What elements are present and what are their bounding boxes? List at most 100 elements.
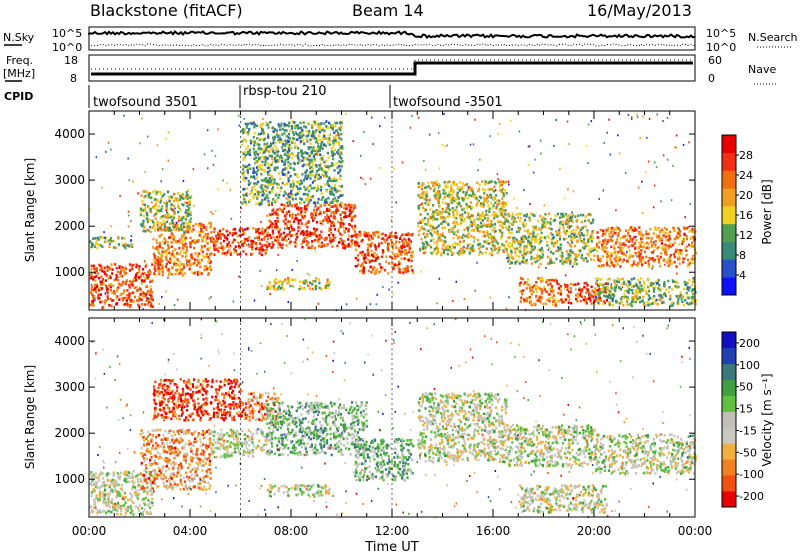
- echo-cell: [302, 237, 305, 241]
- echo-cell: [281, 173, 284, 176]
- echo-cell: [247, 133, 250, 136]
- echo-cell: [678, 230, 682, 233]
- echo-cell: [419, 249, 422, 252]
- echo-cell: [502, 250, 505, 254]
- echo-cell: [667, 239, 670, 242]
- echo-cell: [650, 257, 653, 261]
- echo-cell: [262, 131, 265, 135]
- echo-cell: [153, 272, 156, 275]
- echo-cell: [347, 238, 350, 241]
- echo-cell: [280, 209, 283, 212]
- echo-cell: [357, 244, 361, 248]
- echo-cell: [106, 269, 109, 272]
- echo-cell: [172, 209, 175, 213]
- echo-cell: [267, 126, 270, 129]
- echo-cell: [569, 282, 573, 286]
- echo-cell: [429, 208, 432, 211]
- echo-cell: [337, 196, 340, 199]
- echo-cell: [284, 235, 287, 238]
- echo-cell: [242, 242, 245, 245]
- echo-cell: [534, 225, 537, 229]
- echo-cell: [505, 219, 508, 222]
- echo-cell: [615, 284, 618, 287]
- echo-cell: [551, 233, 554, 237]
- echo-cell: [223, 236, 226, 239]
- echo-cell: [248, 199, 251, 202]
- echo-cell: [354, 224, 357, 228]
- echo-cell: [345, 244, 348, 247]
- echo-cell: [654, 240, 657, 243]
- echo-cell: [330, 232, 333, 235]
- echo-cell: [159, 216, 162, 220]
- echo-cell: [158, 242, 161, 245]
- echo-cell: [277, 138, 280, 142]
- echo-cell: [234, 232, 237, 235]
- echo-cell: [667, 264, 670, 268]
- echo-cell: [583, 246, 586, 250]
- echo-cell: [271, 222, 274, 225]
- echo-cell: [124, 242, 127, 246]
- echo-cell: [425, 195, 428, 198]
- echo-cell: [647, 242, 650, 246]
- echo-cell: [658, 298, 661, 302]
- echo-cell: [573, 259, 577, 263]
- echo-cell: [233, 238, 236, 242]
- echo-cell: [652, 249, 655, 252]
- echo-cell: [645, 292, 648, 295]
- echo-cell: [587, 238, 590, 242]
- echo-cell: [523, 281, 526, 284]
- echo-cell: [211, 236, 214, 239]
- echo-cell: [616, 257, 620, 261]
- echo-cell: [506, 228, 509, 231]
- echo-cell: [660, 246, 663, 250]
- echo-cell: [191, 241, 194, 244]
- echo-cell: [131, 265, 134, 268]
- echo-cell: [339, 128, 342, 132]
- echo-cell: [306, 152, 309, 155]
- echo-cell: [479, 204, 482, 208]
- echo-cell: [320, 198, 323, 202]
- echo-cell: [315, 176, 319, 179]
- echo-cell: [632, 226, 635, 229]
- echo-cell: [283, 152, 286, 156]
- echo-cell: [267, 196, 270, 200]
- echo-cell: [316, 228, 319, 231]
- echo-cell: [261, 149, 264, 152]
- echo-cell: [245, 252, 248, 256]
- echo-cell: [269, 224, 272, 228]
- echo-cell: [549, 250, 553, 254]
- echo-cell: [285, 129, 288, 132]
- echo-cell: [533, 214, 536, 217]
- echo-cell: [162, 219, 165, 223]
- nave-tick-bottom: 0: [708, 72, 715, 85]
- echo-cell: [434, 227, 437, 230]
- echo-cell: [104, 301, 107, 305]
- echo-cell: [685, 283, 688, 286]
- echo-cell: [147, 277, 150, 280]
- echo-cell: [685, 253, 688, 257]
- echo-cell: [284, 204, 287, 208]
- echo-cell: [388, 262, 391, 265]
- echo-cell: [240, 240, 243, 243]
- echo-cell: [192, 224, 195, 228]
- echo-cell: [281, 133, 284, 136]
- echo-cell: [549, 289, 553, 293]
- echo-cell: [248, 153, 252, 156]
- echo-cell: [565, 285, 568, 288]
- echo-cell: [602, 239, 605, 243]
- echo-cell: [285, 134, 288, 138]
- echo-cell: [327, 196, 330, 200]
- echo-cell: [206, 248, 209, 251]
- echo-cell: [279, 245, 282, 249]
- echo-cell: [177, 227, 180, 231]
- echo-cell: [474, 226, 477, 230]
- echo-cell: [347, 245, 350, 248]
- echo-cell: [640, 249, 643, 252]
- echo-cell: [221, 245, 224, 248]
- echo-cell: [166, 229, 169, 232]
- echo-cell: [675, 294, 678, 298]
- echo-cell: [262, 151, 265, 155]
- echo-cell: [635, 239, 638, 242]
- echo-cell: [602, 232, 605, 235]
- echo-cell: [128, 280, 131, 283]
